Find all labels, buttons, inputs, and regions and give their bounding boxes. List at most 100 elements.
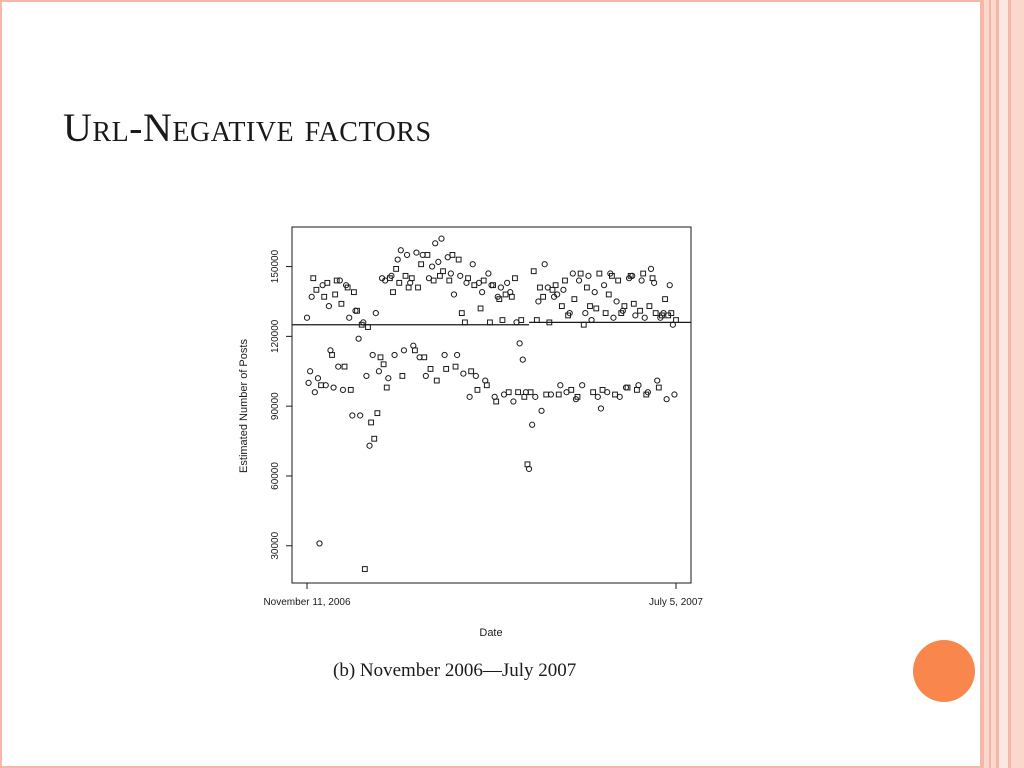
data-point-square: [505, 389, 512, 396]
data-point-circle: [557, 382, 564, 389]
data-point-square: [496, 296, 503, 303]
data-point-circle: [663, 396, 670, 403]
data-point-square: [605, 291, 612, 298]
y-tick-label: 60000: [270, 462, 281, 490]
data-point-square: [646, 303, 653, 310]
data-point-square: [580, 321, 587, 328]
data-point-square: [421, 354, 428, 361]
data-point-square: [474, 386, 481, 393]
data-point-square: [530, 268, 537, 275]
data-point-square: [624, 384, 631, 391]
data-point-square: [368, 419, 375, 426]
data-point-square: [499, 317, 506, 323]
data-point-circle: [372, 309, 379, 317]
data-point-square: [549, 286, 556, 293]
data-point-square: [508, 293, 515, 300]
data-point-circle: [647, 265, 655, 272]
data-point-square: [630, 300, 637, 307]
data-point-circle: [588, 316, 595, 324]
data-point-circle: [560, 286, 567, 293]
data-point-square: [402, 272, 409, 279]
data-point-circle: [438, 235, 445, 242]
data-point-circle: [504, 279, 511, 286]
data-point-circle: [613, 298, 620, 305]
x-axis-label: Date: [479, 627, 502, 639]
data-point-square: [543, 391, 550, 398]
data-point-circle: [413, 249, 420, 256]
data-point-square: [537, 284, 543, 291]
data-point-circle: [454, 351, 461, 359]
data-point-square: [558, 303, 565, 310]
data-point-square: [351, 289, 357, 296]
data-point-square: [446, 277, 453, 284]
data-point-circle: [671, 391, 678, 398]
data-point-circle: [397, 247, 404, 254]
data-point-circle: [529, 421, 536, 428]
data-point-circle: [385, 375, 392, 382]
data-point-circle: [516, 340, 523, 347]
data-point-square: [524, 461, 531, 468]
data-point-square: [430, 277, 437, 284]
data-point-square: [533, 317, 540, 323]
data-point-square: [627, 272, 634, 279]
data-point-circle: [466, 393, 473, 400]
data-point-square: [449, 252, 456, 258]
data-point-square: [593, 305, 600, 312]
data-point-square: [612, 391, 618, 398]
data-point-circle: [330, 384, 337, 391]
data-point-circle: [308, 293, 315, 300]
data-point-circle: [669, 321, 676, 328]
data-point-square: [361, 566, 368, 572]
data-point-square: [668, 310, 675, 316]
data-point-circle: [654, 377, 661, 384]
data-point-square: [615, 277, 622, 284]
data-point-circle: [497, 284, 504, 291]
data-point-square: [329, 352, 335, 358]
data-point-square: [377, 354, 384, 361]
data-point-circle: [450, 291, 458, 298]
data-point-square: [562, 277, 568, 284]
data-point-circle: [314, 375, 322, 382]
data-point-circle: [428, 263, 436, 270]
data-point-square: [652, 310, 659, 316]
data-point-circle: [638, 277, 645, 284]
data-point-square: [583, 284, 590, 291]
data-point-square: [324, 279, 331, 286]
data-point-circle: [400, 347, 408, 354]
data-point-circle: [641, 314, 648, 321]
data-point-square: [590, 389, 597, 396]
data-point-square: [673, 317, 679, 323]
data-point-circle: [422, 372, 429, 380]
data-point-square: [418, 261, 425, 268]
data-point-square: [608, 272, 615, 279]
data-point-circle: [307, 368, 314, 375]
data-point-circle: [311, 389, 318, 396]
data-point-square: [396, 279, 403, 286]
data-point-square: [344, 284, 351, 291]
data-point-square: [424, 252, 431, 258]
data-point-square: [458, 310, 465, 316]
data-point-circle: [303, 314, 311, 321]
data-point-circle: [479, 289, 486, 296]
data-point-circle: [472, 372, 479, 380]
data-point-circle: [532, 393, 539, 400]
data-point-circle: [622, 384, 630, 391]
data-point-circle: [447, 270, 454, 277]
data-point-circle: [610, 314, 617, 321]
data-point-square: [521, 393, 528, 400]
data-point-square: [455, 256, 462, 263]
figure-caption: (b) November 2006—July 2007: [333, 660, 577, 681]
data-point-square: [618, 310, 625, 316]
data-point-circle: [585, 272, 592, 279]
data-point-square: [427, 366, 434, 372]
x-tick-label: July 5, 2007: [649, 597, 703, 608]
data-point-square: [440, 268, 446, 275]
data-point-square: [555, 391, 562, 398]
data-point-square: [415, 284, 421, 291]
data-point-square: [571, 296, 578, 303]
data-point-square: [465, 275, 471, 282]
data-point-circle: [519, 356, 526, 363]
data-point-circle: [316, 540, 323, 547]
data-point-square: [321, 293, 328, 300]
